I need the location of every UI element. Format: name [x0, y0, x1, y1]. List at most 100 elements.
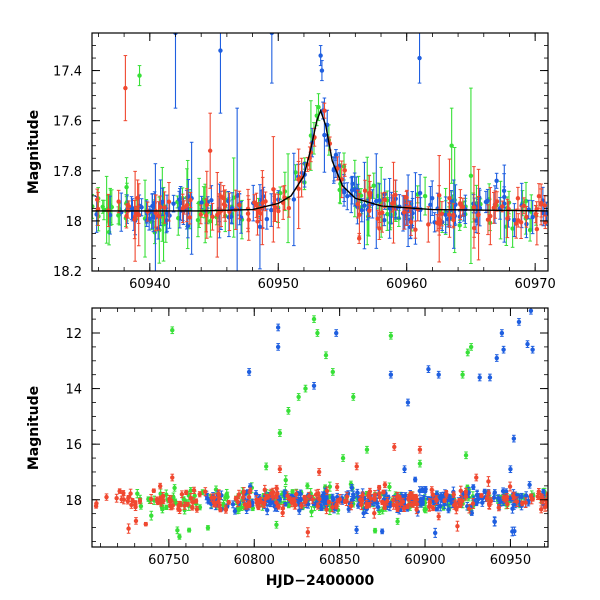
- bottom-plot-frame: [91, 307, 549, 548]
- top-red-point: [514, 221, 519, 226]
- bottom-red-point: [155, 500, 161, 505]
- top-red-point: [500, 204, 505, 209]
- top-red-point: [237, 202, 242, 208]
- top-blue-point: [291, 197, 297, 202]
- bottom-green-point: [372, 528, 378, 533]
- bottom-red-point: [406, 496, 412, 502]
- bottom-blue-point: [480, 500, 485, 505]
- bottom-blue-outlier-point: [275, 344, 281, 350]
- top-red-point: [355, 201, 360, 207]
- bottom-red-point: [364, 501, 369, 506]
- bottom-red-point: [275, 491, 280, 496]
- bottom-red-point: [215, 499, 221, 505]
- bottom-red-point: [405, 504, 410, 509]
- bottom-red-outlier-point: [504, 494, 510, 500]
- bottom-blue-point: [434, 506, 439, 512]
- bottom-plot-area: [93, 308, 548, 540]
- bottom-blue-point: [541, 489, 546, 494]
- top-blue-point: [359, 208, 365, 213]
- top-red-point: [471, 205, 477, 210]
- top-blue-outlier-point: [319, 68, 325, 73]
- top-green-point: [341, 164, 347, 169]
- bottom-red-point: [479, 493, 484, 498]
- bottom-green-outlier-point: [364, 447, 370, 452]
- bottom-x-axis-label: HJD−2400000: [266, 573, 375, 589]
- bottom-red-outlier-point: [417, 447, 423, 452]
- bottom-blue-point: [230, 502, 236, 507]
- bottom-red-point: [463, 489, 469, 494]
- bottom-red-point: [137, 498, 143, 504]
- bottom-red-point: [455, 523, 460, 529]
- bottom-green-outlier-point: [463, 453, 469, 458]
- bottom-blue-outlier-point: [405, 400, 411, 405]
- bottom-blue-point: [283, 502, 288, 507]
- top-red-point: [488, 213, 493, 219]
- top-green-point: [510, 226, 515, 231]
- top-red-point: [296, 186, 301, 192]
- bottom-blue-point: [349, 485, 354, 490]
- bottom-blue-point: [438, 493, 444, 498]
- top-red-point: [485, 217, 491, 222]
- bottom-green-outlier-point: [296, 394, 301, 400]
- bottom-red-point: [258, 499, 264, 505]
- bottom-blue-point: [442, 502, 447, 507]
- bottom-red-point: [394, 494, 400, 500]
- top-blue-point: [377, 198, 382, 203]
- bottom-ytick-label: 12: [65, 327, 82, 342]
- bottom-red-point: [324, 507, 329, 512]
- bottom-red-outlier-point: [474, 475, 479, 480]
- bottom-red-point: [254, 497, 259, 502]
- bottom-blue-outlier-point: [525, 341, 530, 347]
- top-blue-point: [229, 214, 234, 220]
- top-red-point: [276, 208, 281, 214]
- top-blue-point: [530, 214, 535, 220]
- bottom-blue-point: [496, 495, 501, 501]
- bottom-blue-point: [297, 500, 302, 505]
- top-red-point: [258, 211, 263, 216]
- bottom-red-point: [385, 499, 390, 504]
- bottom-red-point: [305, 530, 311, 535]
- bottom-red-point: [414, 507, 419, 512]
- bottom-red-point: [536, 489, 542, 494]
- bottom-red-point: [179, 492, 185, 497]
- bottom-blue-point: [330, 495, 335, 500]
- bottom-red-point: [381, 489, 386, 495]
- top-red-point: [521, 203, 527, 209]
- top-red-outlier-point: [322, 108, 327, 113]
- bottom-red-point: [401, 506, 407, 511]
- top-red-point: [393, 192, 398, 198]
- bottom-blue-point: [250, 500, 255, 505]
- top-red-point: [166, 199, 172, 204]
- bottom-red-point: [126, 526, 131, 531]
- bottom-blue-point: [319, 506, 324, 511]
- bottom-red-point: [197, 492, 202, 497]
- bottom-blue-point: [297, 508, 302, 513]
- top-blue-point: [428, 202, 433, 207]
- top-blue-point: [178, 201, 183, 206]
- top-blue-point: [269, 207, 274, 213]
- bottom-blue-point: [469, 510, 474, 516]
- bottom-red-point: [444, 492, 449, 497]
- bottom-red-point: [458, 503, 463, 508]
- bottom-xtick-label: 60950: [490, 553, 531, 568]
- bottom-red-point: [247, 503, 252, 508]
- bottom-blue-point: [355, 490, 360, 495]
- bottom-green-outlier-point: [170, 328, 175, 333]
- bottom-red-point: [430, 492, 436, 497]
- top-red-point: [439, 211, 445, 216]
- bottom-red-point: [408, 491, 413, 496]
- top-blue-point: [171, 201, 176, 206]
- top-red-point: [271, 187, 276, 192]
- bottom-red-point: [360, 492, 365, 498]
- bottom-blue-point: [268, 501, 273, 506]
- bottom-red-point: [463, 494, 469, 499]
- bottom-green-point: [164, 505, 169, 510]
- bottom-red-point: [334, 503, 339, 509]
- top-red-point: [534, 226, 540, 232]
- bottom-green-point: [205, 525, 211, 531]
- bottom-green-point: [135, 491, 140, 496]
- top-green-point: [371, 183, 376, 188]
- bottom-red-point: [359, 502, 364, 508]
- bottom-red-outlier-point: [392, 444, 397, 450]
